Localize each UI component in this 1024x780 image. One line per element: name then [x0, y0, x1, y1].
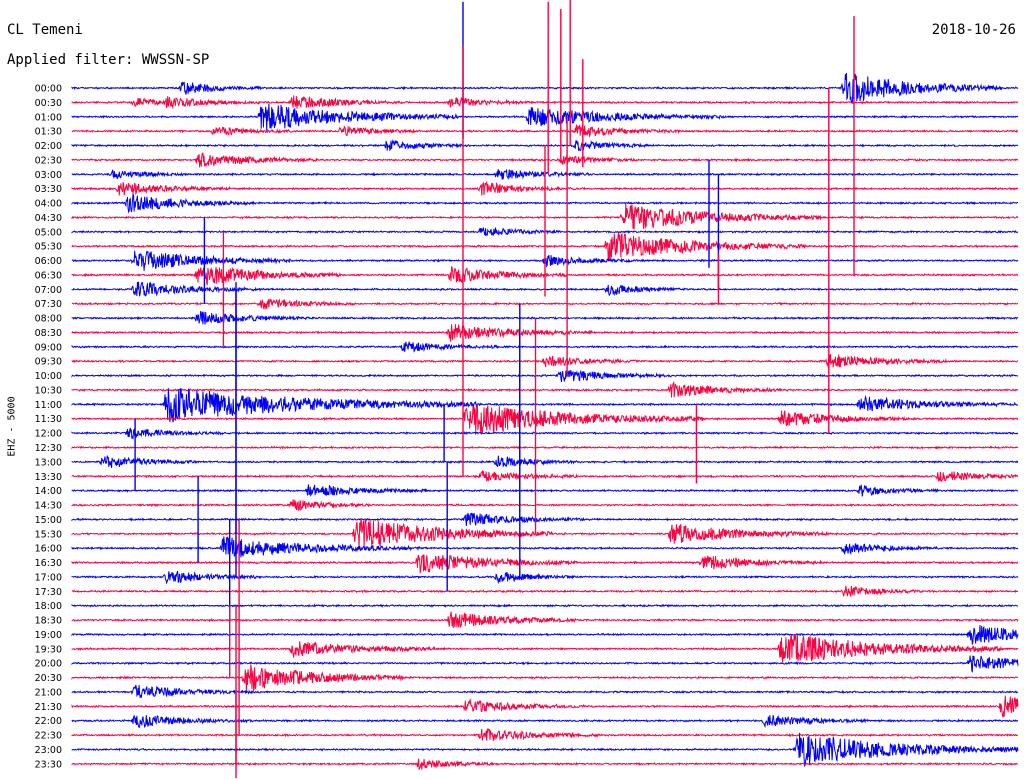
row-time-label: 15:30 [35, 529, 62, 540]
channel-axis-label: EHZ - 5000 [1, 385, 21, 475]
trace-line [71, 570, 1019, 585]
row-time-label: 04:00 [35, 199, 62, 210]
trace-line [71, 427, 1019, 440]
row-time-label: 07:00 [35, 285, 62, 296]
row-time-label: 11:30 [35, 414, 62, 425]
row-time-label: 23:00 [35, 745, 62, 756]
trace-line [71, 732, 1019, 768]
row-time-label: 16:00 [35, 544, 62, 555]
trace-line [71, 695, 1019, 718]
row-time-label: 18:00 [35, 601, 62, 612]
row-time-label: 01:00 [35, 112, 62, 123]
trace-line [71, 324, 1018, 342]
row-time-label: 06:30 [35, 270, 62, 281]
trace-line [71, 655, 1019, 673]
trace-line [71, 714, 1019, 729]
trace-line [71, 664, 1019, 693]
trace-line [71, 369, 1019, 382]
trace-line [71, 611, 1019, 629]
row-time-label: 22:30 [35, 731, 62, 742]
row-time-label: 08:30 [35, 328, 62, 339]
row-time-label: 03:30 [35, 184, 62, 195]
trace-line [71, 341, 1019, 353]
row-time-label: 22:00 [35, 716, 62, 727]
row-time-label: 20:30 [35, 673, 62, 684]
row-time-label: 05:00 [35, 227, 62, 238]
trace-line [71, 684, 1019, 698]
row-time-label: 21:00 [35, 688, 62, 699]
row-time-label: 09:00 [35, 342, 62, 353]
trace-line [71, 518, 1019, 549]
time-label-layer: 00:00 00:30 01:00 01:30 02:00 02:30 03:00 03:30… [35, 84, 62, 771]
trace-line [71, 124, 1019, 138]
row-time-label: 00:30 [35, 98, 62, 109]
row-time-label: 02:00 [35, 141, 62, 152]
row-time-label: 13:30 [35, 472, 62, 483]
row-time-label: 10:00 [35, 371, 62, 382]
row-time-label: 14:00 [35, 486, 62, 497]
row-time-label: 17:00 [35, 572, 62, 583]
trace-layer [71, 0, 1019, 779]
trace-line [71, 634, 1019, 663]
channel-separator: - [6, 420, 18, 439]
row-time-label: 10:30 [35, 386, 62, 397]
trace-line [71, 484, 1019, 497]
row-time-label: 19:00 [35, 630, 62, 641]
trace-line [71, 758, 1019, 770]
row-time-label: 14:30 [35, 501, 62, 512]
trace-line [71, 585, 1019, 597]
trace-line [71, 469, 1019, 482]
row-time-label: 20:00 [35, 659, 62, 670]
row-time-label: 18:30 [35, 616, 62, 627]
filter-value: WWSSN-SP [141, 52, 210, 68]
row-time-label: 19:30 [35, 644, 62, 655]
trace-line [71, 404, 1019, 434]
trace-line [71, 310, 1019, 325]
trace-line [71, 445, 1019, 450]
trace-line [71, 535, 1019, 558]
trace-line [71, 553, 1019, 574]
trace-line [71, 512, 1019, 527]
row-time-label: 12:30 [35, 443, 62, 454]
row-time-label: 11:00 [35, 400, 62, 411]
trace-line [71, 95, 1019, 110]
row-time-label: 16:30 [35, 558, 62, 569]
trace-line [71, 728, 1018, 741]
channel-scale: 5000 [6, 396, 18, 421]
trace-line [71, 624, 1019, 645]
filter-caption: Applied filter: WWSSN-SP [7, 52, 209, 68]
row-time-label: 02:30 [35, 155, 62, 166]
row-time-label: 13:00 [35, 457, 62, 468]
row-time-label: 12:00 [35, 429, 62, 440]
trace-line [71, 499, 1019, 511]
row-time-label: 23:30 [35, 759, 62, 770]
filter-label: Applied filter: [7, 52, 134, 68]
trace-line [71, 388, 1019, 423]
row-time-label: 01:30 [35, 127, 62, 138]
trace-line [71, 455, 1019, 469]
row-time-label: 00:00 [35, 84, 62, 95]
trace-line [71, 603, 1019, 608]
row-time-label: 21:30 [35, 702, 62, 713]
trace-line [71, 72, 1019, 104]
channel-component: EHZ [6, 438, 18, 457]
trace-line [71, 353, 1019, 368]
row-time-label: 09:30 [35, 357, 62, 368]
row-time-label: 03:00 [35, 170, 62, 181]
row-time-label: 15:00 [35, 515, 62, 526]
trace-line [71, 297, 1019, 310]
row-time-label: 08:00 [35, 314, 62, 325]
plot-date: 2018-10-26 [931, 22, 1016, 38]
row-time-label: 17:30 [35, 587, 62, 598]
row-time-label: 07:30 [35, 299, 62, 310]
trace-line [71, 103, 1019, 131]
row-time-label: 05:30 [35, 242, 62, 253]
row-time-label: 04:30 [35, 213, 62, 224]
row-time-label: 06:00 [35, 256, 62, 267]
trace-line [71, 380, 1019, 398]
station-title: CL Temeni [7, 22, 83, 38]
